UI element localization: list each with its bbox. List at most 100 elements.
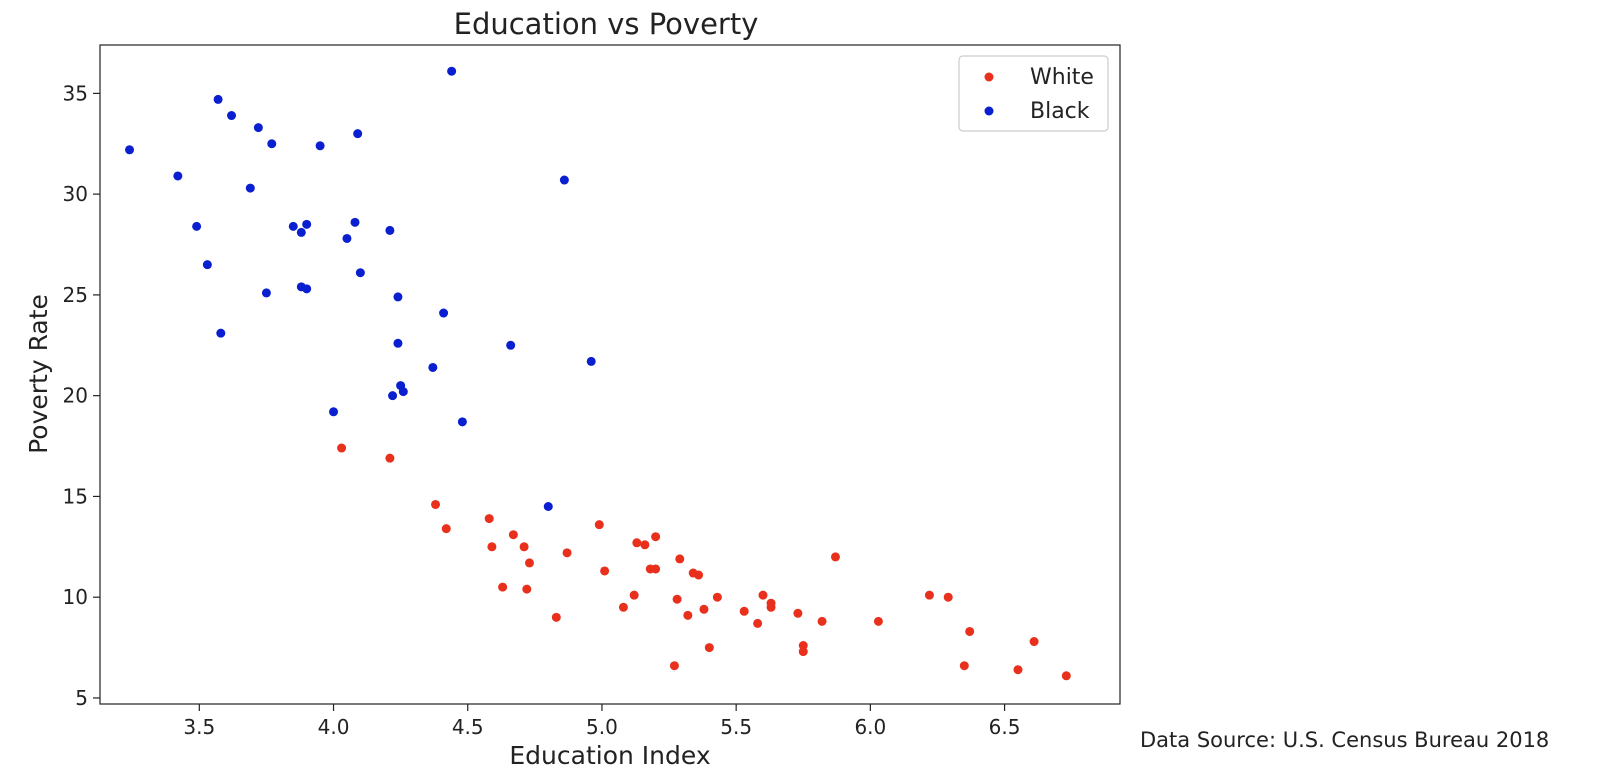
x-tick-label: 5.0 bbox=[586, 715, 618, 739]
data-point-white bbox=[441, 524, 451, 534]
data-point-white bbox=[798, 647, 808, 657]
data-point-black bbox=[173, 171, 183, 181]
data-point-white bbox=[651, 564, 661, 574]
data-point-white bbox=[766, 602, 776, 612]
data-point-white bbox=[704, 643, 714, 653]
data-point-white bbox=[1029, 637, 1039, 647]
x-tick-label: 6.5 bbox=[989, 715, 1021, 739]
x-axis-label: Education Index bbox=[509, 741, 710, 770]
data-point-white bbox=[965, 626, 975, 636]
data-point-black bbox=[227, 111, 237, 121]
data-point-white bbox=[1061, 671, 1071, 681]
data-point-black bbox=[447, 66, 457, 76]
data-point-black bbox=[543, 502, 553, 512]
data-point-white bbox=[672, 594, 682, 604]
y-tick-label: 25 bbox=[63, 283, 88, 307]
data-point-black bbox=[288, 221, 298, 231]
data-point-black bbox=[388, 391, 398, 401]
plot-area bbox=[99, 44, 1121, 705]
data-point-black bbox=[329, 407, 339, 417]
legend-label-black: Black bbox=[1030, 99, 1090, 124]
data-point-black bbox=[393, 292, 403, 302]
data-point-black bbox=[353, 129, 363, 139]
data-point-white bbox=[651, 532, 661, 542]
data-point-white bbox=[551, 612, 561, 622]
legend-marker-black bbox=[984, 106, 994, 116]
x-axis: 3.5 4.0 4.5 5.0 5.5 6.0 6.5 bbox=[183, 704, 1020, 739]
data-point-black bbox=[385, 225, 395, 235]
data-point-white bbox=[562, 548, 572, 558]
x-tick-label: 6.0 bbox=[854, 715, 886, 739]
legend-marker-white bbox=[984, 72, 994, 82]
data-point-white bbox=[487, 542, 497, 552]
data-point-black bbox=[439, 308, 449, 318]
data-point-white bbox=[640, 540, 650, 550]
data-point-black bbox=[202, 260, 212, 270]
data-point-white bbox=[817, 616, 827, 626]
x-tick-label: 3.5 bbox=[183, 715, 215, 739]
data-point-white bbox=[524, 558, 534, 568]
data-point-white bbox=[830, 552, 840, 562]
y-tick-label: 15 bbox=[63, 484, 88, 508]
y-tick-label: 35 bbox=[63, 81, 88, 105]
y-tick-label: 10 bbox=[63, 585, 88, 609]
data-point-white bbox=[675, 554, 685, 564]
data-point-white bbox=[508, 530, 518, 540]
y-tick-label: 20 bbox=[63, 384, 88, 408]
data-point-white bbox=[694, 570, 704, 580]
data-point-black bbox=[586, 356, 596, 366]
data-point-white bbox=[758, 590, 768, 600]
data-point-white bbox=[385, 453, 395, 463]
chart-title: Education vs Poverty bbox=[454, 7, 759, 41]
data-point-white bbox=[712, 592, 722, 602]
data-point-white bbox=[699, 604, 709, 614]
x-tick-label: 4.0 bbox=[318, 715, 350, 739]
series-black bbox=[125, 66, 596, 512]
y-tick-label: 30 bbox=[63, 182, 88, 206]
data-point-white bbox=[498, 582, 508, 592]
data-point-white bbox=[519, 542, 529, 552]
data-point-black bbox=[192, 221, 202, 231]
data-point-black bbox=[342, 233, 352, 243]
x-tick-label: 4.5 bbox=[452, 715, 484, 739]
data-point-black bbox=[216, 328, 226, 338]
data-point-white bbox=[959, 661, 969, 671]
data-point-black bbox=[355, 268, 365, 278]
data-point-white bbox=[632, 538, 642, 548]
data-point-black bbox=[428, 362, 438, 372]
data-point-black bbox=[253, 123, 263, 133]
legend-box bbox=[958, 55, 1109, 132]
data-source-note: Data Source: U.S. Census Bureau 2018 bbox=[1140, 728, 1550, 752]
data-point-white bbox=[793, 608, 803, 618]
data-points bbox=[125, 66, 1071, 681]
data-point-black bbox=[457, 417, 467, 427]
data-point-white bbox=[924, 590, 934, 600]
data-point-white bbox=[739, 606, 749, 616]
data-point-black bbox=[506, 340, 516, 350]
data-point-black bbox=[559, 175, 569, 185]
data-point-black bbox=[296, 227, 306, 237]
y-axis: 5 10 15 20 25 30 35 bbox=[63, 81, 100, 710]
data-point-black bbox=[350, 217, 360, 227]
data-point-white bbox=[873, 616, 883, 626]
data-point-white bbox=[683, 610, 693, 620]
data-point-white bbox=[337, 443, 347, 453]
legend-label-white: White bbox=[1030, 65, 1094, 90]
data-point-white bbox=[618, 602, 628, 612]
data-point-black bbox=[393, 338, 403, 348]
data-point-white bbox=[522, 584, 532, 594]
data-point-white bbox=[600, 566, 610, 576]
data-point-white bbox=[943, 592, 953, 602]
legend: White Black bbox=[958, 55, 1109, 132]
data-point-black bbox=[315, 141, 325, 151]
data-point-black bbox=[302, 219, 312, 229]
data-point-white bbox=[1013, 665, 1023, 675]
series-white bbox=[337, 443, 1071, 681]
y-tick-label: 5 bbox=[75, 686, 88, 710]
data-point-white bbox=[629, 590, 639, 600]
data-point-black bbox=[245, 183, 255, 193]
data-point-black bbox=[213, 94, 223, 104]
data-point-white bbox=[669, 661, 679, 671]
data-point-black bbox=[398, 387, 408, 397]
